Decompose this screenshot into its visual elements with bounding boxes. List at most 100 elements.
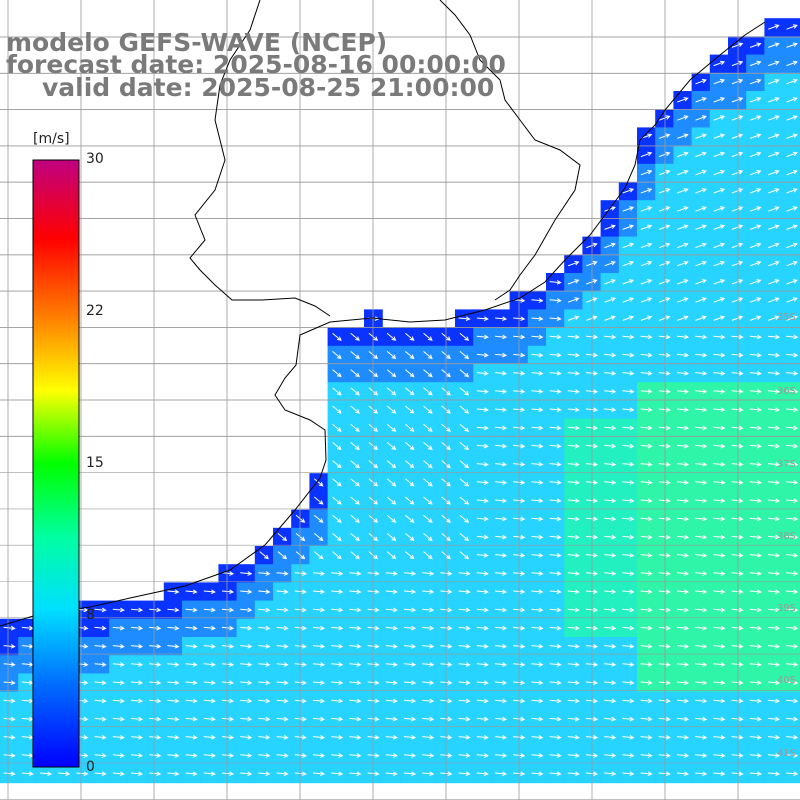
wind-arrow [640, 734, 653, 740]
wind-arrow [731, 680, 744, 686]
wind-arrow [713, 297, 726, 303]
wind-arrow [604, 516, 617, 522]
valid-date: valid date: 2025-08-25 21:00:00 [42, 73, 495, 102]
wind-arrow [567, 389, 580, 394]
wind-arrow [585, 771, 599, 777]
wind-arrow [713, 461, 726, 467]
wind-arrow [349, 698, 362, 704]
wind-arrow [331, 589, 344, 595]
wind-arrow [677, 297, 689, 303]
wind-arrow [567, 315, 580, 321]
wind-arrow [21, 771, 34, 777]
wind-arrow [349, 680, 362, 686]
wind-arrow [658, 498, 671, 504]
wind-arrow [695, 680, 708, 686]
wind-arrow [731, 552, 744, 558]
wind-arrow [731, 771, 744, 777]
wind-arrow [786, 607, 799, 613]
wind-arrow [695, 498, 708, 504]
wind-arrow [567, 607, 580, 613]
wind-arrow [386, 496, 397, 505]
wind-arrow [677, 115, 689, 121]
wind-arrow [676, 771, 690, 777]
wind-arrow [786, 60, 798, 67]
lat-label-41s: 41S [776, 748, 796, 759]
wind-arrow [531, 298, 544, 303]
wind-arrow [640, 771, 653, 777]
wind-arrow [422, 589, 435, 595]
wind-arrow [494, 370, 508, 376]
wind-arrow [731, 534, 744, 540]
wind-arrow [585, 389, 599, 394]
wind-arrow [749, 188, 762, 194]
wind-arrow [349, 643, 362, 649]
wind-arrow [332, 478, 342, 487]
wind-arrow [604, 224, 616, 230]
wind-arrow [404, 442, 415, 451]
lat-label-39s: 39S [776, 603, 796, 614]
wind-arrow [94, 680, 107, 686]
wind-arrow [585, 589, 599, 595]
wind-arrow [585, 716, 599, 722]
wind-arrow [695, 115, 707, 121]
wind-arrow [731, 78, 744, 85]
wind-arrow [658, 315, 671, 321]
wind-arrow [786, 425, 799, 431]
wind-arrow [3, 680, 16, 686]
wind-arrow [767, 352, 781, 358]
wind-arrow [749, 133, 762, 139]
wind-arrow [640, 552, 653, 558]
wind-arrow [640, 480, 653, 485]
wind-arrow [567, 643, 580, 649]
wind-arrow [585, 425, 599, 431]
wind-arrow [404, 423, 415, 432]
wind-arrow [476, 753, 489, 758]
wind-arrow [585, 662, 599, 667]
wind-arrow [567, 571, 580, 576]
wind-arrow [567, 279, 580, 285]
wind-arrow [167, 698, 180, 704]
lat-label-36s: 36S [776, 386, 796, 397]
wind-arrow [494, 461, 508, 467]
wind-arrow [3, 643, 16, 649]
wind-arrow [494, 662, 508, 667]
wind-arrow [549, 389, 562, 394]
wind-arrow [385, 571, 398, 576]
wind-arrow [786, 716, 799, 722]
wind-arrow [658, 224, 671, 230]
wind-arrow [476, 516, 489, 522]
wind-arrow [567, 370, 580, 376]
wind-arrow [658, 279, 671, 285]
wind-arrow [531, 516, 544, 522]
wind-arrow [713, 97, 726, 103]
wind-arrow [640, 334, 653, 340]
wind-arrow [658, 589, 671, 595]
wind-arrow [731, 498, 744, 504]
wind-arrow [494, 771, 508, 777]
wind-arrow [203, 753, 216, 758]
wind-arrow [604, 370, 617, 376]
wind-arrow [713, 443, 726, 449]
wind-arrow [350, 460, 360, 469]
wind-arrow [494, 589, 508, 595]
wind-arrow [731, 662, 744, 667]
wind-arrow [767, 734, 781, 740]
wind-arrow [331, 680, 344, 686]
wind-arrow [459, 460, 470, 469]
wind-arrow [332, 369, 342, 378]
wind-arrow [350, 533, 360, 542]
wind-arrow [767, 771, 781, 777]
wind-arrow [676, 407, 690, 413]
wind-arrow [349, 716, 362, 722]
wind-arrow [422, 571, 435, 576]
wind-arrow [640, 716, 653, 722]
wind-arrow [768, 42, 780, 48]
wind-arrow [221, 625, 235, 631]
wind-arrow [332, 405, 342, 414]
wind-arrow [640, 753, 653, 758]
wind-arrow [39, 771, 53, 777]
wind-arrow [695, 534, 708, 540]
wind-arrow [459, 369, 470, 378]
wind-arrow [567, 334, 580, 340]
wind-arrow [640, 461, 653, 467]
